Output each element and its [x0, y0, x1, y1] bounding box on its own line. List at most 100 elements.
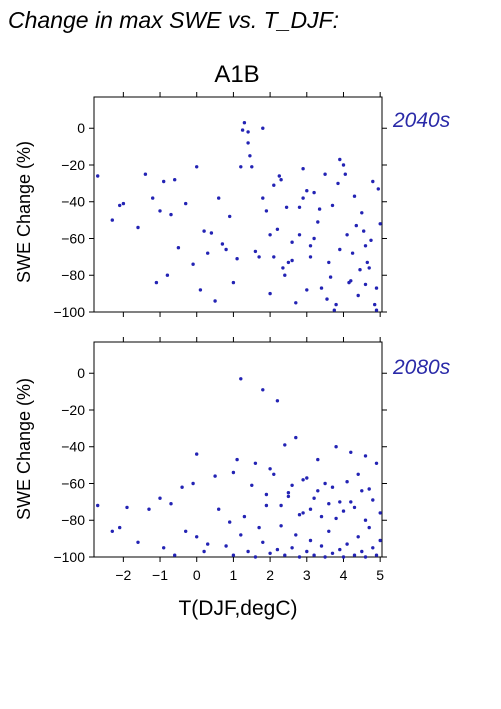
data-point	[231, 470, 236, 475]
data-point	[297, 555, 302, 559]
data-point	[349, 450, 353, 454]
data-point	[312, 236, 316, 241]
data-point	[341, 509, 346, 513]
data-point	[195, 165, 199, 169]
x-axis-label: T(DJF,degC)	[178, 597, 297, 620]
data-point	[371, 498, 375, 502]
data-point	[319, 286, 324, 290]
data-point	[121, 201, 126, 206]
data-point	[272, 472, 276, 476]
data-point	[360, 211, 364, 215]
data-point	[173, 553, 177, 557]
data-point	[283, 553, 287, 557]
data-point	[231, 553, 236, 557]
data-point	[330, 485, 335, 489]
data-point	[374, 553, 379, 557]
data-point	[327, 260, 331, 265]
data-point	[328, 275, 333, 279]
data-point	[268, 291, 272, 296]
data-point	[162, 179, 166, 184]
data-point	[334, 516, 338, 521]
data-point	[338, 547, 342, 552]
data-point	[352, 553, 357, 557]
data-point	[261, 126, 265, 130]
points-2080s	[96, 377, 382, 559]
data-point	[360, 489, 364, 493]
data-point	[308, 255, 313, 259]
data-point	[228, 214, 232, 219]
data-point	[284, 205, 289, 209]
data-point	[297, 513, 302, 517]
data-point	[378, 511, 382, 515]
data-point	[162, 546, 166, 550]
y-tick-label: −100	[53, 549, 85, 565]
data-point	[110, 529, 115, 533]
data-point	[345, 233, 349, 237]
data-point	[191, 262, 195, 266]
data-point	[277, 174, 281, 178]
data-point	[169, 212, 173, 217]
data-point	[363, 555, 368, 559]
data-point	[290, 240, 294, 244]
data-point	[261, 388, 265, 392]
y-tick-label: −60	[61, 475, 85, 491]
data-point	[239, 377, 243, 381]
data-point	[323, 555, 327, 559]
data-point	[294, 301, 298, 305]
plot-frame-2040s	[93, 96, 383, 313]
data-point	[297, 205, 302, 209]
data-point	[240, 128, 245, 132]
y-tick-label: −20	[61, 157, 85, 173]
data-point	[354, 223, 358, 228]
data-point	[264, 492, 269, 497]
data-point	[319, 514, 324, 519]
data-point	[286, 260, 291, 265]
data-point	[242, 121, 247, 125]
data-point	[330, 203, 335, 208]
data-point	[275, 227, 280, 231]
data-point	[96, 174, 100, 178]
data-point	[228, 520, 232, 524]
data-point	[96, 503, 100, 508]
data-point	[371, 179, 375, 184]
data-point	[118, 203, 122, 208]
data-point	[374, 286, 379, 290]
data-point	[158, 209, 162, 213]
data-point	[286, 491, 291, 495]
data-point	[323, 172, 327, 176]
data-point	[264, 209, 269, 213]
y-tick-label: 0	[77, 365, 85, 381]
data-point	[356, 472, 360, 476]
data-point	[363, 244, 368, 248]
x-tick-label: 0	[193, 567, 201, 583]
data-point	[195, 535, 199, 539]
data-point	[195, 452, 199, 456]
data-point	[349, 500, 353, 504]
y-tick-label: −20	[61, 402, 85, 418]
data-point	[257, 525, 261, 530]
data-point	[143, 172, 148, 176]
y-axis-label-2040s: SWE Change (%)	[14, 141, 34, 283]
data-point	[343, 172, 347, 176]
x-tick-label: 3	[303, 567, 311, 583]
plot-frame-2080s	[93, 341, 383, 558]
data-point	[290, 258, 294, 263]
data-point	[176, 246, 181, 250]
data-point	[136, 540, 140, 544]
data-point	[253, 249, 258, 254]
data-point	[281, 266, 285, 270]
data-point	[338, 157, 342, 162]
y-tick-label: −40	[61, 194, 85, 210]
data-point	[246, 141, 250, 145]
data-point	[253, 555, 258, 559]
data-point	[283, 273, 287, 277]
data-point	[305, 189, 309, 193]
data-point	[356, 293, 360, 298]
data-point	[374, 461, 379, 465]
data-point	[169, 502, 173, 506]
data-point	[261, 540, 265, 544]
points-2040s	[96, 121, 382, 312]
x-tick-label: 5	[376, 567, 384, 583]
x-tick-label: −1	[152, 567, 168, 583]
